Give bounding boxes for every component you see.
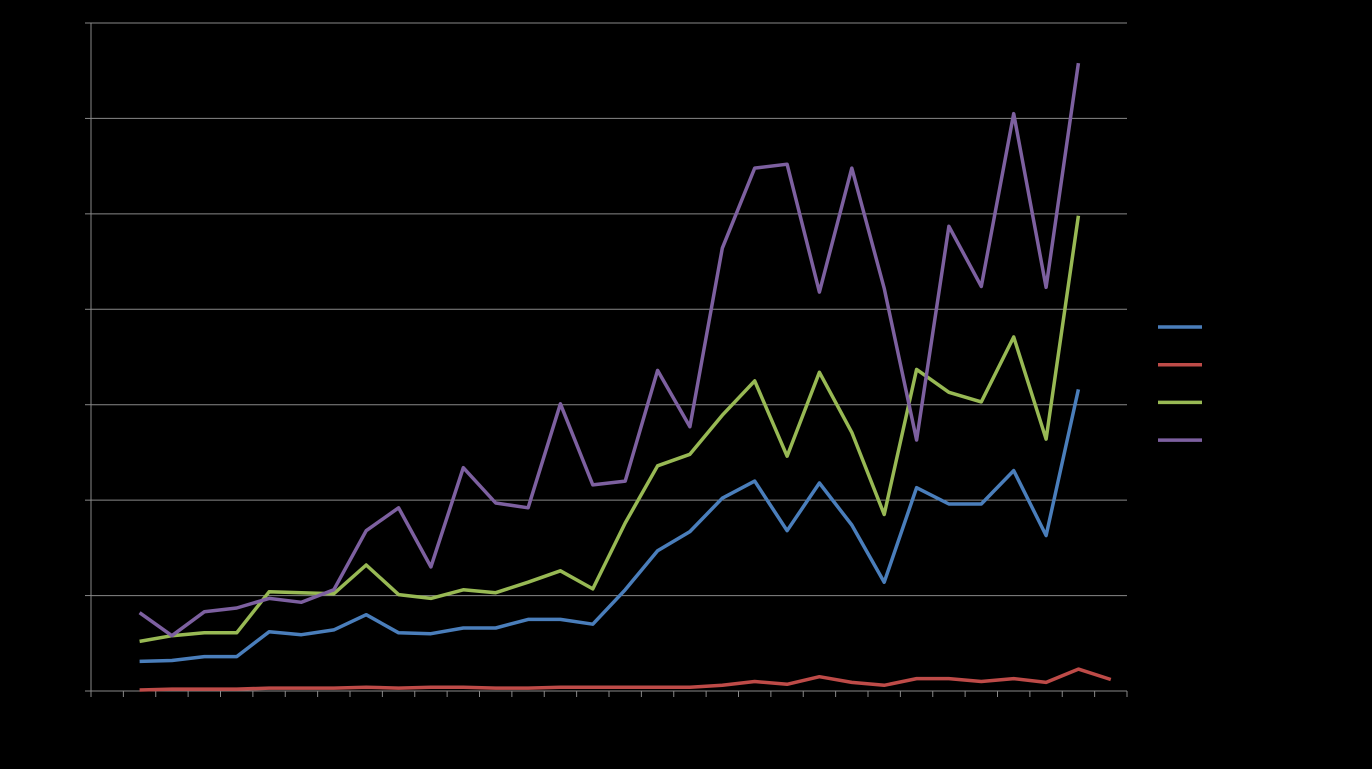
series-line <box>139 215 1081 644</box>
series-line <box>138 62 1081 638</box>
series-line <box>139 667 1112 692</box>
series-line <box>139 389 1081 664</box>
